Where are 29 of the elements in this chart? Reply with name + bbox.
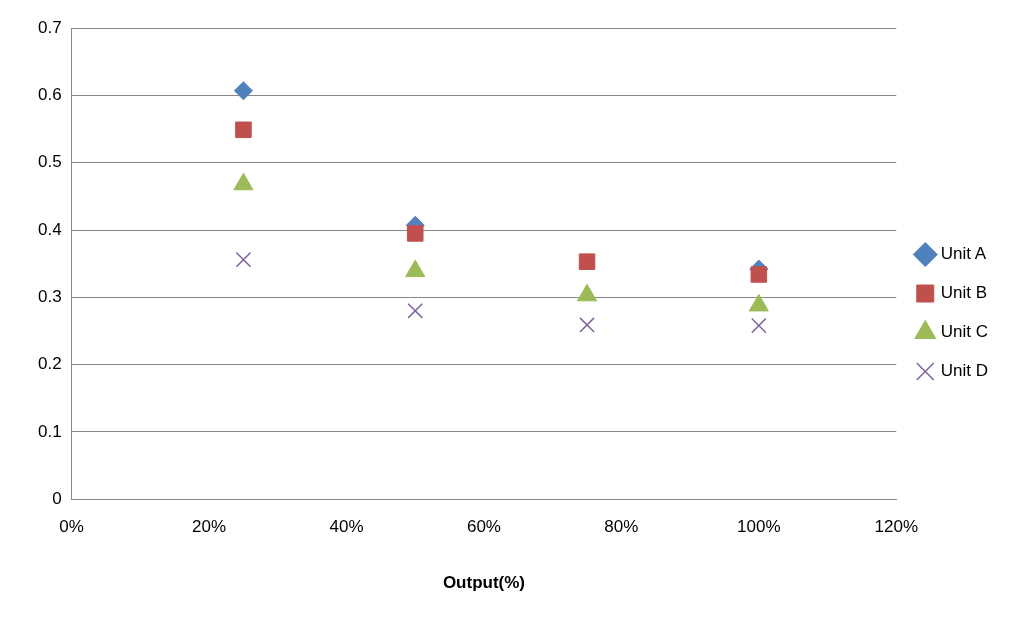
- y-tick-label: 0.1: [37, 421, 62, 441]
- point: [407, 302, 424, 319]
- legend-label: Unit A: [940, 244, 987, 264]
- y-tick-label: 0.2: [37, 354, 62, 374]
- y-tick-label: 0.6: [37, 85, 62, 105]
- x-tick-label: 40%: [329, 517, 364, 537]
- point: [233, 81, 253, 101]
- y-tick-label: 0.4: [37, 219, 62, 239]
- legend-label: Unit D: [940, 361, 988, 381]
- point: [751, 317, 767, 334]
- x-axis-title: Output(%): [442, 573, 526, 593]
- x-tick-label: 20%: [192, 517, 227, 537]
- y-tick-label: 0.7: [37, 17, 62, 37]
- legend-label: Unit B: [940, 283, 988, 303]
- point: [235, 251, 252, 268]
- point: [578, 253, 596, 270]
- y-tick-label: 0: [52, 488, 62, 508]
- point: [750, 266, 768, 283]
- x-tick-label: 0%: [59, 517, 84, 537]
- y-tick-label: 0.3: [37, 287, 62, 307]
- x-tick-label: 60%: [466, 517, 501, 537]
- point: [406, 225, 424, 242]
- point: [235, 121, 252, 139]
- x-tick-label: 100%: [737, 517, 781, 537]
- x-tick-label: 120%: [874, 517, 919, 537]
- point: [579, 317, 595, 333]
- legend-label: Unit C: [940, 322, 988, 342]
- y-tick-label: 0.5: [37, 152, 62, 172]
- x-tick-label: 80%: [604, 517, 639, 537]
